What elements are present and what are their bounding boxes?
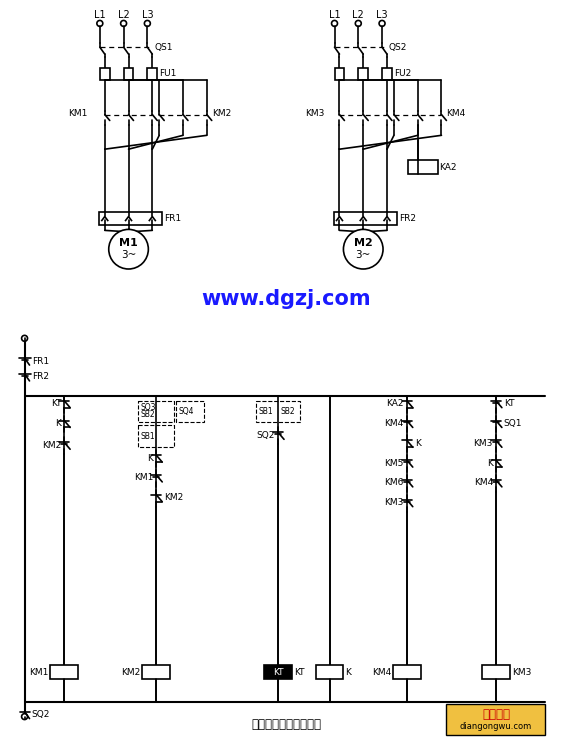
Text: KM1: KM1 bbox=[29, 667, 49, 677]
Text: QS2: QS2 bbox=[389, 42, 407, 52]
Text: SQ4: SQ4 bbox=[178, 407, 194, 416]
Bar bbox=[333, 212, 397, 225]
Bar bbox=[382, 68, 392, 80]
Text: KT: KT bbox=[294, 667, 304, 677]
Text: KA2: KA2 bbox=[387, 399, 404, 408]
Text: K: K bbox=[147, 454, 153, 463]
Text: SB1: SB1 bbox=[258, 407, 273, 416]
Text: www.dgzj.com: www.dgzj.com bbox=[201, 289, 371, 308]
Text: KM3: KM3 bbox=[384, 499, 404, 507]
Text: FR1: FR1 bbox=[164, 214, 182, 223]
Text: KM1: KM1 bbox=[134, 473, 153, 482]
Text: diangongwu.com: diangongwu.com bbox=[460, 722, 532, 731]
Text: QS1: QS1 bbox=[154, 42, 173, 52]
Bar bbox=[138, 400, 174, 423]
Text: L2: L2 bbox=[352, 10, 364, 19]
Bar bbox=[176, 400, 204, 423]
Text: L3: L3 bbox=[142, 10, 153, 19]
Text: K: K bbox=[345, 667, 351, 677]
Bar bbox=[358, 68, 368, 80]
Text: KT: KT bbox=[273, 667, 283, 677]
Text: K: K bbox=[55, 419, 61, 428]
Bar bbox=[335, 68, 344, 80]
Bar bbox=[50, 665, 78, 679]
Text: SQ3: SQ3 bbox=[140, 403, 156, 412]
Text: KA2: KA2 bbox=[440, 163, 457, 172]
Circle shape bbox=[355, 21, 361, 27]
Text: K: K bbox=[415, 439, 421, 448]
Bar bbox=[264, 665, 292, 679]
Text: L1: L1 bbox=[94, 10, 106, 19]
Circle shape bbox=[22, 335, 27, 341]
Text: KM3: KM3 bbox=[305, 109, 324, 118]
Text: KM3: KM3 bbox=[512, 667, 531, 677]
Circle shape bbox=[144, 21, 150, 27]
Bar bbox=[447, 704, 545, 736]
Circle shape bbox=[120, 21, 127, 27]
Text: KM4: KM4 bbox=[474, 478, 493, 487]
Text: 电工之屋: 电工之屋 bbox=[482, 708, 510, 721]
Circle shape bbox=[332, 21, 337, 27]
Bar bbox=[316, 665, 343, 679]
Circle shape bbox=[22, 713, 27, 719]
Bar bbox=[147, 68, 157, 80]
Text: 3~: 3~ bbox=[121, 250, 136, 260]
Bar bbox=[99, 212, 162, 225]
Bar bbox=[482, 665, 510, 679]
Bar bbox=[138, 426, 174, 447]
Text: L1: L1 bbox=[329, 10, 340, 19]
Text: KM2: KM2 bbox=[121, 667, 140, 677]
Bar bbox=[408, 160, 437, 174]
Text: KM2: KM2 bbox=[42, 441, 61, 450]
Text: KM5: KM5 bbox=[384, 458, 404, 467]
Text: SQ1: SQ1 bbox=[504, 419, 522, 428]
Text: KM2: KM2 bbox=[164, 493, 183, 502]
Text: KT: KT bbox=[51, 399, 61, 408]
Text: FR2: FR2 bbox=[399, 214, 416, 223]
Bar bbox=[100, 68, 110, 80]
Text: FR1: FR1 bbox=[33, 357, 50, 366]
Text: KM4: KM4 bbox=[447, 109, 466, 118]
Circle shape bbox=[97, 21, 103, 27]
Text: KT: KT bbox=[504, 399, 514, 408]
Text: SQ2: SQ2 bbox=[257, 431, 275, 440]
Text: M1: M1 bbox=[119, 239, 138, 248]
Text: FR2: FR2 bbox=[33, 372, 50, 381]
Text: L2: L2 bbox=[118, 10, 130, 19]
Text: L3: L3 bbox=[376, 10, 388, 19]
Text: KM2: KM2 bbox=[212, 109, 231, 118]
Text: KM4: KM4 bbox=[385, 419, 404, 428]
Text: M2: M2 bbox=[354, 239, 373, 248]
Text: SQ2: SQ2 bbox=[31, 710, 50, 719]
Bar bbox=[123, 68, 134, 80]
Bar bbox=[142, 665, 170, 679]
Circle shape bbox=[108, 230, 148, 269]
Text: KM4: KM4 bbox=[372, 667, 391, 677]
Text: 横梁自动升降控制线路: 横梁自动升降控制线路 bbox=[251, 718, 321, 731]
Bar bbox=[393, 665, 421, 679]
Text: FU1: FU1 bbox=[159, 69, 176, 79]
Circle shape bbox=[379, 21, 385, 27]
Text: KM6: KM6 bbox=[384, 478, 404, 487]
Text: FU2: FU2 bbox=[394, 69, 411, 79]
Circle shape bbox=[343, 230, 383, 269]
Text: KM1: KM1 bbox=[68, 109, 87, 118]
Text: KM3: KM3 bbox=[473, 439, 493, 448]
Text: 3~: 3~ bbox=[356, 250, 371, 260]
Text: SB2: SB2 bbox=[140, 410, 155, 419]
Text: SB2: SB2 bbox=[280, 407, 295, 416]
Text: SB1: SB1 bbox=[140, 432, 155, 441]
Text: K: K bbox=[487, 458, 493, 467]
Bar bbox=[256, 400, 300, 423]
